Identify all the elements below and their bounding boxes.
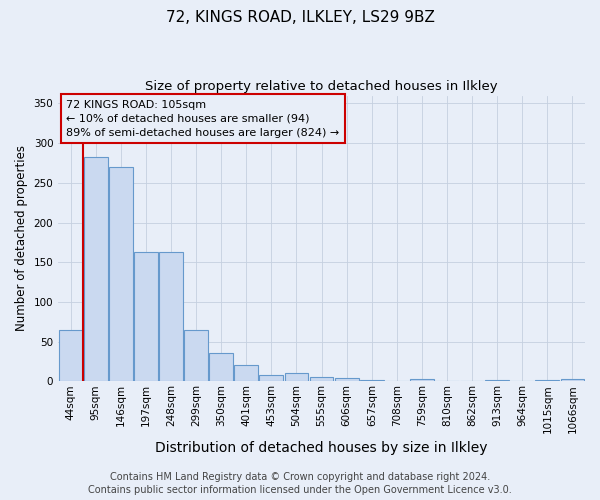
Bar: [560, 379, 584, 382]
Text: 72, KINGS ROAD, ILKLEY, LS29 9BZ: 72, KINGS ROAD, ILKLEY, LS29 9BZ: [166, 10, 434, 25]
Bar: [59, 330, 83, 382]
Bar: [134, 252, 158, 382]
Text: 72 KINGS ROAD: 105sqm
← 10% of detached houses are smaller (94)
89% of semi-deta: 72 KINGS ROAD: 105sqm ← 10% of detached …: [66, 100, 340, 138]
Bar: [535, 380, 559, 382]
Bar: [310, 378, 334, 382]
Bar: [335, 378, 359, 382]
Bar: [485, 380, 509, 382]
Bar: [184, 330, 208, 382]
Bar: [84, 156, 108, 382]
Bar: [209, 354, 233, 382]
Bar: [259, 375, 283, 382]
Text: Contains HM Land Registry data © Crown copyright and database right 2024.
Contai: Contains HM Land Registry data © Crown c…: [88, 472, 512, 495]
Bar: [410, 379, 434, 382]
Title: Size of property relative to detached houses in Ilkley: Size of property relative to detached ho…: [145, 80, 498, 93]
Bar: [360, 380, 383, 382]
Bar: [235, 366, 258, 382]
Y-axis label: Number of detached properties: Number of detached properties: [15, 146, 28, 332]
Bar: [284, 374, 308, 382]
Bar: [109, 167, 133, 382]
Bar: [159, 252, 183, 382]
X-axis label: Distribution of detached houses by size in Ilkley: Distribution of detached houses by size …: [155, 441, 488, 455]
